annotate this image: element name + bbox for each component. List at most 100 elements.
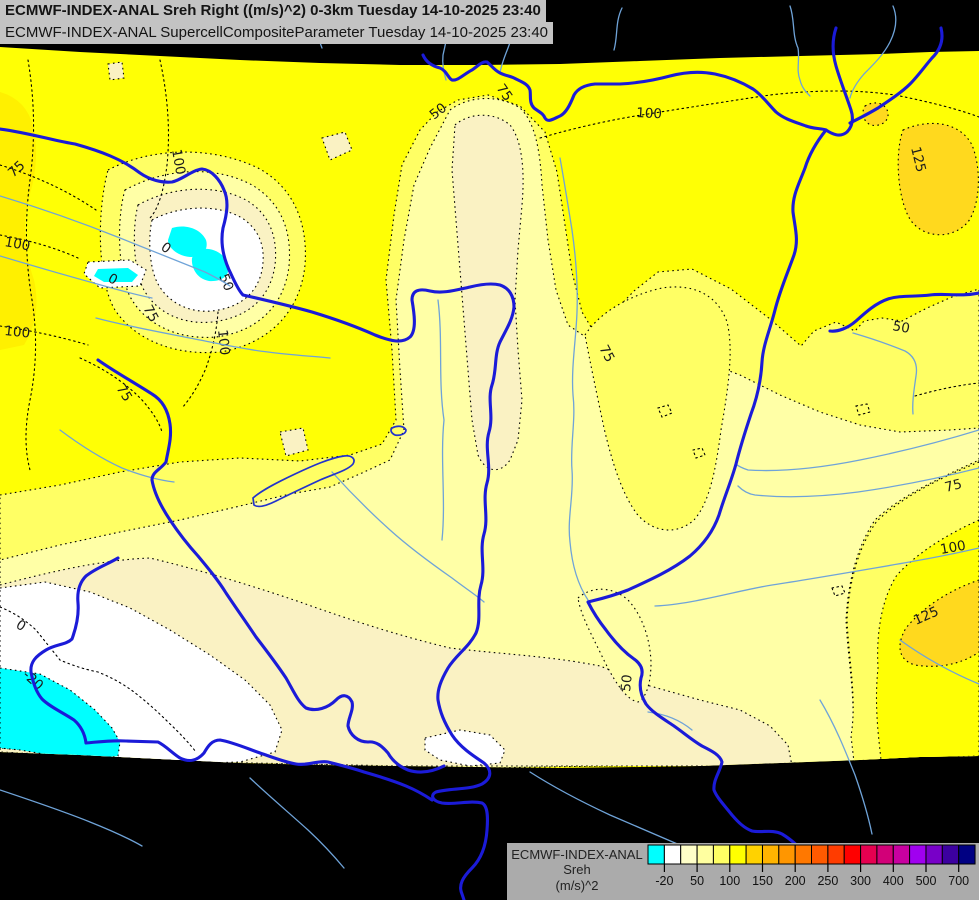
contour-arc-s100 — [181, 311, 219, 409]
nw-cyan-blob-1 — [168, 226, 207, 257]
legend-model-label: ECMWF-INDEX-ANAL — [511, 847, 642, 862]
river-koros-2 — [737, 467, 979, 498]
tiny-ring-2 — [855, 403, 871, 416]
contour-arc-w100b — [0, 325, 89, 346]
zone-deep-yellow-west — [0, 92, 37, 350]
contour-label: 50 — [618, 674, 636, 693]
river-danube — [0, 127, 516, 900]
se-gold-125-150 — [899, 579, 979, 667]
legend-swatch — [860, 844, 878, 865]
contour-label: 100 — [939, 538, 967, 558]
legend-tick-label: -20 — [655, 874, 673, 888]
legend-swatch — [729, 844, 747, 865]
legend-tick-labels: -20 50 100 150 200 250 300 400 500 700 — [655, 874, 969, 888]
legend-swatch — [696, 844, 714, 865]
river-latorica-thick — [848, 26, 944, 125]
river-lower-tributary — [647, 711, 693, 731]
river-szamos-branch — [852, 332, 918, 415]
legend-swatch — [958, 844, 976, 865]
contour-label: 50 — [891, 318, 911, 337]
legend-tick-label: 100 — [719, 874, 740, 888]
map-title-secondary: ECMWF-INDEX-ANAL SupercellCompositeParam… — [0, 22, 554, 44]
legend-swatch — [778, 844, 796, 865]
legend-swatch — [941, 844, 960, 865]
legend-tick-label: 250 — [817, 874, 838, 888]
legend-tick-marks — [663, 864, 960, 872]
sw-cyan-zone — [0, 667, 121, 761]
river-una — [0, 789, 143, 847]
contour-label: 75 — [595, 342, 617, 365]
river-zagyva — [559, 157, 589, 601]
lake-balaton — [252, 455, 355, 508]
legend-swatch — [680, 844, 698, 865]
river-cerna — [899, 639, 979, 685]
cream-pocket-a — [321, 131, 353, 161]
lake-layer — [252, 425, 407, 508]
contour-label: 75 — [113, 382, 136, 405]
legend-swatch — [876, 844, 894, 865]
river-sava — [29, 556, 434, 802]
river-latorica — [849, 5, 897, 99]
cream-pocket-c — [107, 61, 125, 81]
legend: ECMWF-INDEX-ANAL Sreh (m/s)^2 — [507, 843, 979, 900]
contour-arc-w75 — [0, 164, 97, 211]
nw-cyan-blob-2 — [191, 248, 229, 282]
ne-gold-125-150 — [897, 122, 979, 236]
river-ondava — [789, 5, 811, 97]
thin-river-layer — [0, 5, 979, 877]
contour-label: 75 — [943, 476, 964, 496]
contour-label: 100 — [168, 148, 188, 176]
tiny-ring-1 — [657, 404, 673, 418]
legend-param-label: Sreh — [563, 862, 590, 877]
legend-swatch — [712, 844, 731, 865]
river-raba — [0, 195, 231, 287]
contour-label: 100 — [4, 323, 31, 342]
legend-tick-label: 400 — [883, 874, 904, 888]
river-mura-drava — [96, 358, 446, 774]
contour-label: 100 — [3, 234, 31, 254]
river-szamos — [828, 291, 979, 333]
lake-velence — [390, 425, 407, 437]
contour-arc-west-edge — [25, 59, 37, 471]
legend-swatch — [762, 844, 780, 865]
cream-pocket-b — [279, 427, 309, 457]
contour-arc-n100 — [149, 59, 170, 219]
nw-cyan-sliver — [94, 268, 138, 282]
contour-arc-se-wiggle — [914, 382, 979, 397]
legend-swatch — [663, 844, 682, 865]
legend-unit-label: (m/s)^2 — [556, 878, 599, 893]
legend-swatches — [647, 844, 976, 865]
legend-swatch — [892, 844, 911, 865]
river-maros — [654, 547, 979, 607]
river-tisza — [586, 26, 854, 858]
river-koros-1 — [735, 429, 979, 472]
legend-swatch — [794, 844, 813, 865]
legend-tick-label: 700 — [948, 874, 969, 888]
legend-tick-label: 500 — [916, 874, 937, 888]
legend-swatch — [909, 844, 927, 865]
map-title-primary: ECMWF-INDEX-ANAL Sreh Right ((m/s)^2) 0-… — [0, 0, 546, 22]
contour-label: 75 — [139, 302, 161, 325]
legend-tick-label: 150 — [752, 874, 773, 888]
contour-label: 100 — [636, 105, 663, 122]
contour-label: 125 — [907, 145, 929, 174]
legend-swatch — [745, 844, 763, 865]
legend-tick-label: 300 — [850, 874, 871, 888]
contour-arc-s75 — [79, 357, 163, 433]
contour-label: 100 — [214, 329, 233, 356]
river-danube-side-channel — [437, 299, 445, 541]
zone-centre-75-100 — [584, 286, 731, 531]
river-danube-north-loop — [421, 53, 828, 132]
tiny-ring-3 — [831, 585, 846, 597]
legend-tick-label: 200 — [785, 874, 806, 888]
river-top-2 — [613, 7, 623, 51]
legend-swatch — [827, 844, 845, 865]
river-marcal — [95, 317, 331, 359]
legend-swatch — [925, 844, 943, 865]
legend-swatch — [647, 844, 665, 865]
legend-swatch — [843, 844, 862, 865]
river-zala — [59, 429, 175, 483]
river-timis — [819, 699, 873, 835]
